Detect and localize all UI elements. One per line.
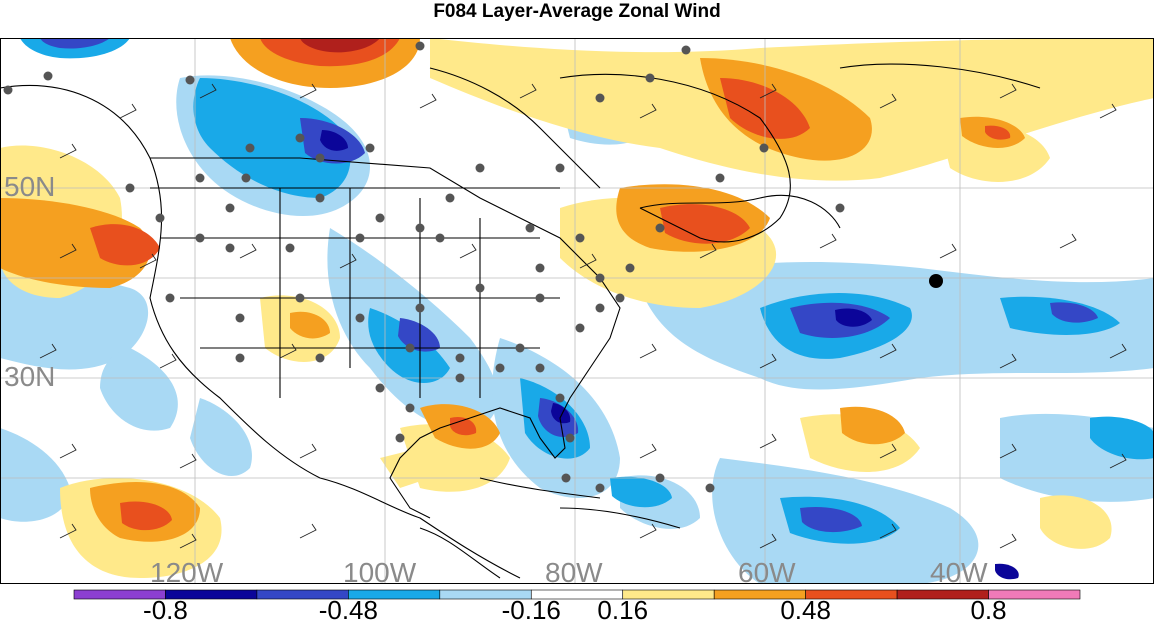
station-dots	[3, 41, 845, 493]
colorbar-labels: -0.8 -0.48 -0.16 0.16 0.48 0.8	[143, 595, 1007, 622]
lat-label-30n: 30N	[4, 361, 55, 392]
lat-label-50n: 50N	[4, 171, 55, 202]
highlight-marker	[929, 274, 943, 288]
zonal-wind-map: 50N 30N 120W 100W 80W 60W 40W	[0, 38, 1154, 584]
wind-barbs	[39, 83, 1127, 549]
colorbar-label: -0.16	[502, 595, 561, 622]
colorbar-label: 0.48	[780, 595, 831, 622]
colorbar-label: -0.48	[319, 595, 378, 622]
colorbar-label: 0.8	[970, 595, 1006, 622]
lon-label-60w: 60W	[738, 557, 796, 584]
lon-label-80w: 80W	[545, 557, 603, 584]
colorbar-label: -0.8	[143, 595, 188, 622]
colorbar: -0.8 -0.48 -0.16 0.16 0.48 0.8	[73, 589, 1081, 622]
lon-label-40w: 40W	[930, 557, 988, 584]
colorbar-swatches	[73, 589, 1081, 600]
lon-label-100w: 100W	[343, 557, 417, 584]
colorbar-swatch	[988, 589, 1081, 600]
anomaly-fill-layer	[0, 38, 1154, 584]
lon-label-120w: 120W	[150, 557, 224, 584]
coastlines	[0, 63, 1041, 579]
map-title: F084 Layer-Average Zonal Wind	[433, 1, 721, 22]
colorbar-label: 0.16	[597, 595, 648, 622]
